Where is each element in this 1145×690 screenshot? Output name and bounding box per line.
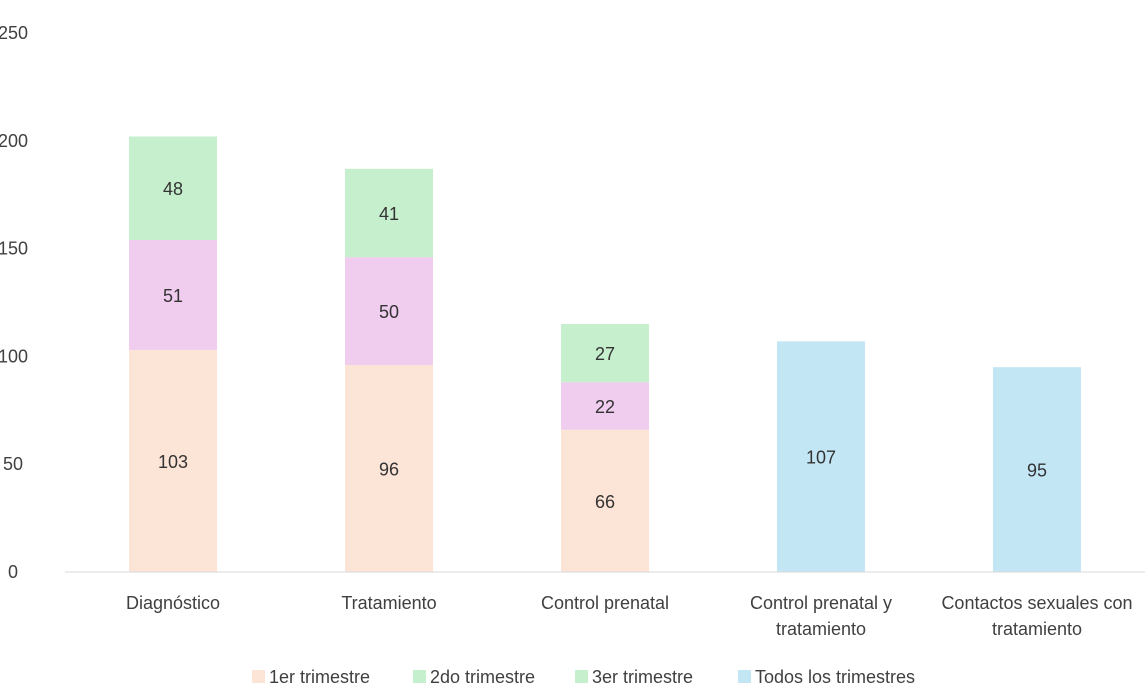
data-label: 41 <box>379 204 399 224</box>
bar-segment <box>345 365 433 572</box>
data-label: 22 <box>595 397 615 417</box>
y-tick-label: 50 <box>3 454 23 474</box>
y-tick-label: 100 <box>0 346 28 366</box>
bar-segment <box>129 239 217 350</box>
y-axis: 0 50 100 150 200 250 <box>0 23 28 582</box>
data-label: 107 <box>806 448 836 468</box>
y-tick-label: 200 <box>0 131 28 151</box>
legend-swatch <box>575 670 588 683</box>
legend-label: Todos los trimestres <box>755 667 915 687</box>
data-label: 27 <box>595 344 615 364</box>
x-tick-label: Control prenatal y <box>750 593 892 613</box>
bar-segment <box>777 341 865 572</box>
y-tick-label: 150 <box>0 239 28 259</box>
y-tick-label: 0 <box>8 562 18 582</box>
legend-swatch <box>413 670 426 683</box>
x-tick-label: Control prenatal <box>541 593 669 613</box>
x-axis: Diagnóstico Tratamiento Control prenatal Co… <box>65 571 1145 639</box>
data-label: 95 <box>1027 461 1047 481</box>
bar-segment <box>561 324 649 383</box>
bar-segment <box>129 349 217 572</box>
bars-group: 103 51 48 96 50 41 66 22 27 107 95 <box>129 136 1081 572</box>
bar-segment <box>129 136 217 240</box>
x-tick-label: Diagnóstico <box>126 593 220 613</box>
legend-swatch <box>252 670 265 683</box>
data-label: 66 <box>595 492 615 512</box>
data-label: 96 <box>379 460 399 480</box>
bar-segment <box>993 367 1081 572</box>
x-tick-label: tratamiento <box>776 619 866 639</box>
bar-segment <box>345 168 433 258</box>
legend-label: 2do trimestre <box>430 667 535 687</box>
legend-swatch <box>738 670 751 683</box>
x-tick-label: Tratamiento <box>341 593 436 613</box>
x-tick-label: tratamiento <box>992 619 1082 639</box>
data-label: 50 <box>379 302 399 322</box>
bar-segment <box>561 429 649 572</box>
x-tick-label: Contactos sexuales con <box>941 593 1132 613</box>
bar-segment <box>345 257 433 366</box>
legend: 1er trimestre 2do trimestre 3er trimestre T… <box>252 667 915 687</box>
y-tick-label: 250 <box>0 23 28 43</box>
data-label: 103 <box>158 452 188 472</box>
data-label: 48 <box>163 179 183 199</box>
data-label: 51 <box>163 286 183 306</box>
legend-label: 1er trimestre <box>269 667 370 687</box>
bar-segment <box>561 382 649 430</box>
legend-label: 3er trimestre <box>592 667 693 687</box>
